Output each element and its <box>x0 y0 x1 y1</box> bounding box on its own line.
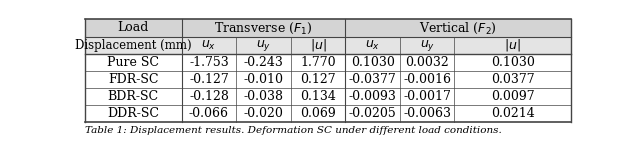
Text: 0.069: 0.069 <box>300 107 336 120</box>
Text: -0.0205: -0.0205 <box>349 107 397 120</box>
Text: -0.010: -0.010 <box>243 73 284 86</box>
Text: 0.134: 0.134 <box>300 90 336 103</box>
Text: 1.770: 1.770 <box>300 56 336 69</box>
FancyBboxPatch shape <box>85 19 571 37</box>
Text: Displacement (mm): Displacement (mm) <box>75 39 191 52</box>
Text: $u_y$: $u_y$ <box>256 38 271 53</box>
Text: 0.1030: 0.1030 <box>351 56 395 69</box>
Text: Vertical ($F_2$): Vertical ($F_2$) <box>419 20 497 36</box>
Text: -0.243: -0.243 <box>244 56 284 69</box>
Text: Load: Load <box>118 21 149 35</box>
Text: FDR-SC: FDR-SC <box>108 73 159 86</box>
Text: -0.020: -0.020 <box>244 107 284 120</box>
Text: -0.0377: -0.0377 <box>349 73 397 86</box>
Text: BDR-SC: BDR-SC <box>108 90 159 103</box>
Text: 0.0377: 0.0377 <box>491 73 534 86</box>
Text: 0.127: 0.127 <box>300 73 336 86</box>
Text: -0.0016: -0.0016 <box>403 73 451 86</box>
Text: -0.0093: -0.0093 <box>349 90 397 103</box>
FancyBboxPatch shape <box>85 54 571 71</box>
Text: DDR-SC: DDR-SC <box>108 107 159 120</box>
Text: $u_x$: $u_x$ <box>365 39 380 52</box>
Text: -0.038: -0.038 <box>243 90 284 103</box>
Text: $u_x$: $u_x$ <box>202 39 216 52</box>
Text: 0.1030: 0.1030 <box>491 56 534 69</box>
FancyBboxPatch shape <box>85 88 571 105</box>
Text: -0.066: -0.066 <box>189 107 229 120</box>
Text: 0.0032: 0.0032 <box>405 56 449 69</box>
Text: -0.127: -0.127 <box>189 73 229 86</box>
Text: $|u|$: $|u|$ <box>310 37 326 54</box>
FancyBboxPatch shape <box>85 105 571 122</box>
Text: Transverse ($F_1$): Transverse ($F_1$) <box>214 20 313 36</box>
Text: 0.0214: 0.0214 <box>491 107 534 120</box>
FancyBboxPatch shape <box>85 37 571 54</box>
Text: -0.128: -0.128 <box>189 90 229 103</box>
Text: -0.0063: -0.0063 <box>403 107 451 120</box>
Text: $|u|$: $|u|$ <box>504 37 521 54</box>
Text: -0.0017: -0.0017 <box>403 90 451 103</box>
FancyBboxPatch shape <box>85 71 571 88</box>
Text: Pure SC: Pure SC <box>108 56 159 69</box>
Text: -1.753: -1.753 <box>189 56 229 69</box>
Text: 0.0097: 0.0097 <box>491 90 534 103</box>
Text: $u_y$: $u_y$ <box>420 38 435 53</box>
Text: Table 1: Displacement results. Deformation SC under different load conditions.: Table 1: Displacement results. Deformati… <box>85 126 502 135</box>
